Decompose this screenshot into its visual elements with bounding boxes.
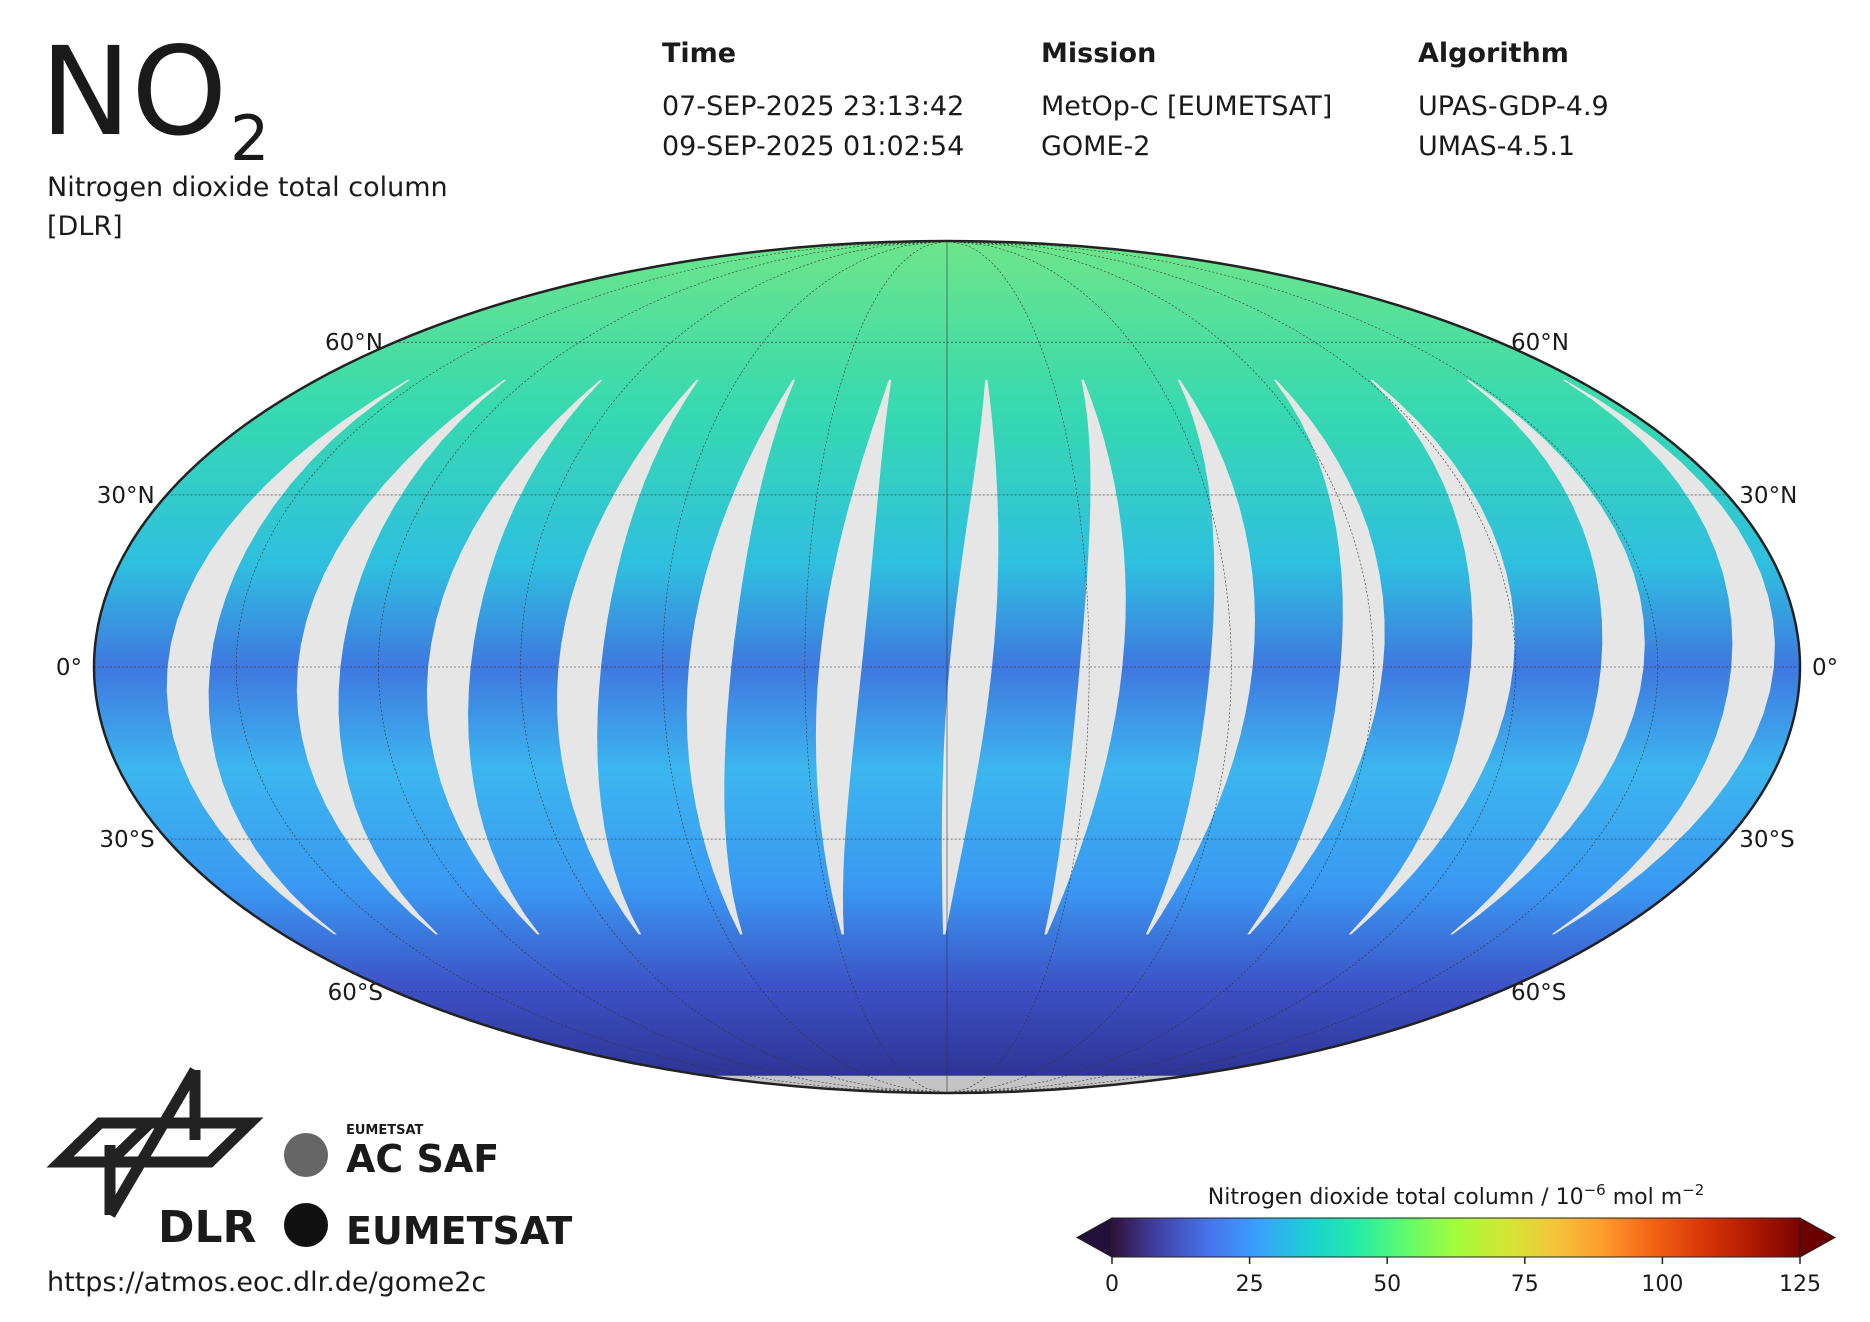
data-gap [296,379,507,935]
meta-heading: Algorithm [1418,38,1569,69]
meridian [946,241,1374,1093]
eumetsat-icon [284,1203,328,1247]
meta-line: GOME-2 [1041,131,1150,162]
data-gap [686,379,795,935]
meta-heading: Mission [1041,38,1156,69]
colorbar-body [1111,1217,1801,1258]
meridian [946,241,1232,1093]
data-gap [426,379,603,935]
eumetsat-text: EUMETSAT [346,1209,572,1253]
lat-label: 30°N [97,483,155,509]
acsaf-small: EUMETSAT [346,1123,424,1138]
lat-label: 30°S [1739,827,1794,853]
lat-label: 0° [56,655,82,681]
dlr-text: DLR [158,1202,256,1253]
data-gap [941,379,999,935]
lat-label: 30°S [99,827,154,853]
colorbar-under [1075,1217,1113,1258]
meridian [946,241,1090,1093]
dlr-logo [46,1067,264,1218]
subtitle: Nitrogen dioxide total column [47,172,448,203]
data-gap [1044,379,1126,935]
data-gap [1348,379,1515,935]
meridian [804,241,948,1093]
colorbar-tick-label: 0 [1105,1272,1119,1297]
data-gap [166,379,410,935]
acsaf-text: AC SAF [346,1137,499,1181]
lat-label: 0° [1812,655,1838,681]
meta-line: UMAS-4.5.1 [1418,131,1575,162]
meta: Time 07-SEP-2025 23:13:42 09-SEP-2025 01:0… [662,38,1609,162]
meta-heading: Time [662,38,736,69]
meridian [520,241,948,1093]
subtitle: [DLR] [47,211,123,242]
colorbar-tick-label: 50 [1373,1272,1401,1297]
data-gap [557,379,699,935]
colorbar-tick-label: 125 [1779,1272,1821,1297]
title-symbol: NO [40,21,227,163]
data-gap [1450,379,1645,935]
colorbar-tick-label: 75 [1511,1272,1539,1297]
meta-line: 09-SEP-2025 01:02:54 [662,131,964,162]
colorbar-tick-label: 25 [1236,1272,1264,1297]
colorbar-label-part: mol m [1606,1185,1682,1210]
title-subscript: 2 [230,102,269,175]
meta-line: UPAS-GDP-4.9 [1418,91,1609,122]
meta-line: MetOp-C [EUMETSAT] [1041,91,1332,122]
acsaf-icon [284,1133,328,1177]
colorbar-label: Nitrogen dioxide total column / 10−6 mol… [1208,1181,1705,1210]
colorbar-over [1799,1217,1837,1258]
colorbar-label-part: −2 [1682,1181,1704,1199]
map-layer [94,241,1800,1093]
colorbar-label-part: −6 [1584,1181,1606,1199]
colorbar-label-part: Nitrogen dioxide total column / 10 [1208,1185,1584,1210]
colorbar-tick-label: 100 [1641,1272,1683,1297]
data-gap [815,379,892,935]
meridian [662,241,948,1093]
map-outline [92,239,1802,1095]
map: 60°N 60°N30°N 30°N0° 0°30°S 30°S60°S 60°S [56,239,1838,1095]
data-gap [1145,379,1255,935]
lat-label: 60°S [328,980,383,1006]
lat-label: 30°N [1739,483,1797,509]
colorbar: 0 25 50 75 100 125 Nitrogen dioxide total colu… [1075,1181,1837,1297]
data-gap [1247,379,1385,935]
lat-label: 60°S [1511,980,1566,1006]
url[interactable]: https://atmos.eoc.dlr.de/gome2c [47,1267,486,1298]
data-gap [1551,379,1775,935]
meta-line: 07-SEP-2025 23:13:42 [662,91,964,122]
